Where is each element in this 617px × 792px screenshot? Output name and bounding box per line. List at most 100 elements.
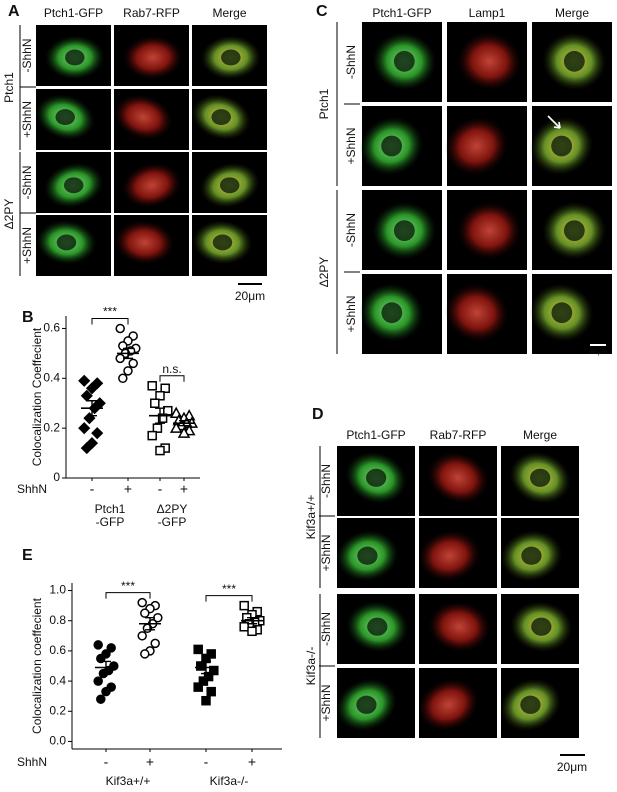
y-tick-label: 0.4 [49, 673, 66, 687]
data-point [193, 682, 203, 692]
data-point [177, 426, 191, 438]
cell-signal [457, 201, 522, 260]
group-label: Ptch1 [95, 502, 126, 516]
data-point [101, 686, 111, 697]
data-point [140, 649, 150, 659]
column-header: Merge [555, 6, 589, 20]
data-point [169, 421, 183, 433]
data-point [157, 413, 168, 423]
row-label: -ShhN [319, 612, 333, 646]
x-tick-label: - [158, 481, 163, 497]
data-point [128, 358, 138, 369]
nucleus [65, 49, 85, 66]
column-header: Ptch1-GFP [44, 6, 103, 20]
y-axis-title: Colocalization coeffecient [30, 597, 44, 734]
row-label: +ShhN [20, 227, 34, 264]
nucleus [356, 695, 377, 714]
y-tick-label: 0 [53, 470, 60, 484]
panel-label: B [22, 309, 34, 326]
data-point [209, 665, 219, 676]
group-label: Kif3a-/- [210, 774, 249, 788]
column-header: Rab7-RFP [123, 6, 180, 20]
significance-label: *** [121, 579, 135, 593]
nucleus [55, 109, 75, 126]
nucleus [366, 468, 387, 487]
nucleus [56, 234, 77, 251]
y-tick-label: 0.2 [49, 703, 66, 717]
data-point [93, 676, 103, 686]
data-point [152, 423, 163, 433]
significance-label: *** [103, 305, 117, 319]
nucleus [393, 220, 415, 242]
nucleus [221, 49, 241, 66]
significance-label: n.s. [162, 362, 181, 376]
data-point [201, 695, 211, 706]
nucleus [531, 617, 552, 636]
data-point [96, 653, 106, 664]
column-header: Lamp1 [469, 6, 506, 20]
significance-bracket [205, 595, 253, 602]
nucleus [393, 50, 415, 72]
data-point [137, 597, 147, 608]
cell-signal [113, 94, 173, 140]
panel-label: E [22, 547, 33, 564]
column-header: Merge [212, 6, 246, 20]
cell-signal [114, 220, 175, 265]
y-tick-label: 0.0 [49, 734, 66, 748]
sem-bar [145, 617, 155, 631]
data-point [85, 382, 99, 395]
data-point [239, 600, 249, 611]
group-label: -GFP [158, 515, 187, 529]
scale-bar-label: 20μm [235, 289, 265, 303]
group-label: Δ2PY [2, 199, 16, 230]
sem-bar [201, 660, 211, 675]
data-point [140, 608, 150, 618]
nucleus [521, 546, 542, 565]
group-label: -GFP [96, 515, 125, 529]
cell-signal [122, 35, 183, 80]
nucleus [551, 302, 573, 324]
data-point [93, 640, 103, 650]
sem-bar [101, 660, 111, 675]
row-label: -ShhN [344, 45, 358, 79]
nucleus [212, 234, 233, 251]
group-label: Ptch1 [317, 88, 331, 119]
x-tick-label: - [204, 754, 209, 770]
cell-signal [445, 283, 509, 342]
data-point [78, 374, 91, 387]
nucleus [563, 50, 585, 72]
x-tick-label: + [146, 754, 154, 770]
y-tick-label: 0.2 [43, 420, 60, 434]
data-point [193, 644, 203, 655]
row-label: +ShhN [319, 534, 333, 571]
data-point [78, 422, 91, 435]
row-label: +ShhN [344, 127, 358, 164]
panel-label: C [316, 3, 328, 20]
data-point [147, 381, 157, 391]
x-tick-label: + [124, 481, 132, 497]
data-point [150, 398, 160, 408]
y-tick-label: 0.6 [43, 321, 60, 335]
scale-bar-label: 20μm [557, 760, 587, 774]
arrow [547, 115, 561, 129]
cell-signal [428, 601, 491, 653]
x-tick-label: + [248, 754, 256, 770]
data-point [80, 389, 93, 402]
panel-label: D [312, 406, 324, 423]
nucleus [381, 302, 403, 324]
data-point [137, 631, 147, 641]
nucleus [563, 220, 585, 242]
data-point [106, 643, 116, 653]
y-tick-label: 0.4 [43, 370, 60, 384]
data-point [80, 442, 93, 455]
data-point [160, 383, 170, 394]
significance-bracket [159, 375, 185, 382]
y-tick-label: 0.8 [49, 613, 66, 627]
cell-signal [418, 530, 481, 582]
x-row-label: ShhN [17, 755, 47, 769]
data-point [198, 676, 209, 686]
x-tick-label: - [104, 754, 109, 770]
group-label: Ptch1 [2, 72, 16, 103]
